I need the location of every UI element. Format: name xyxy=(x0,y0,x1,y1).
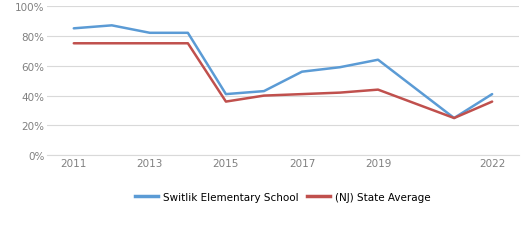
Switlik Elementary School xyxy=(223,93,229,96)
Legend: Switlik Elementary School, (NJ) State Average: Switlik Elementary School, (NJ) State Av… xyxy=(131,188,435,206)
Switlik Elementary School xyxy=(489,93,495,96)
(NJ) State Average xyxy=(489,101,495,104)
(NJ) State Average xyxy=(147,43,153,45)
Switlik Elementary School xyxy=(261,90,267,93)
Switlik Elementary School xyxy=(337,67,343,69)
(NJ) State Average xyxy=(375,89,381,92)
(NJ) State Average xyxy=(185,43,191,45)
(NJ) State Average xyxy=(108,43,115,45)
Switlik Elementary School xyxy=(185,32,191,35)
Line: Switlik Elementary School: Switlik Elementary School xyxy=(74,26,492,118)
Switlik Elementary School xyxy=(71,28,77,31)
Line: (NJ) State Average: (NJ) State Average xyxy=(74,44,492,118)
Switlik Elementary School xyxy=(299,71,305,74)
(NJ) State Average xyxy=(337,92,343,95)
(NJ) State Average xyxy=(451,117,457,120)
Switlik Elementary School xyxy=(147,32,153,35)
Switlik Elementary School xyxy=(375,59,381,62)
(NJ) State Average xyxy=(299,93,305,96)
(NJ) State Average xyxy=(261,95,267,98)
(NJ) State Average xyxy=(223,101,229,104)
Switlik Elementary School xyxy=(108,25,115,27)
(NJ) State Average xyxy=(71,43,77,45)
Switlik Elementary School xyxy=(451,117,457,120)
